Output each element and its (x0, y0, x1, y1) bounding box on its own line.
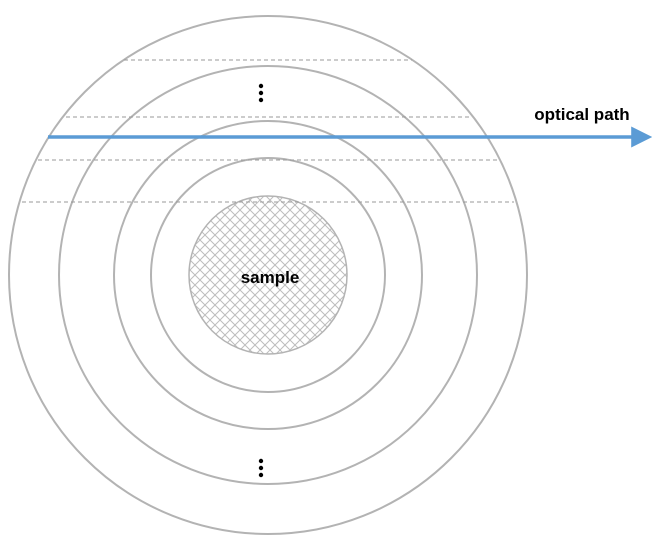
sample-label: sample (241, 268, 300, 287)
ring-3 (113, 120, 423, 430)
bottom-ellipsis (258, 458, 264, 478)
top-ellipsis (258, 83, 264, 103)
ring-4 (58, 65, 478, 485)
outer-ring-5 (8, 15, 528, 535)
optical-path-label: optical path (534, 105, 629, 124)
ring-2 (150, 157, 386, 393)
sample-region (188, 195, 348, 355)
